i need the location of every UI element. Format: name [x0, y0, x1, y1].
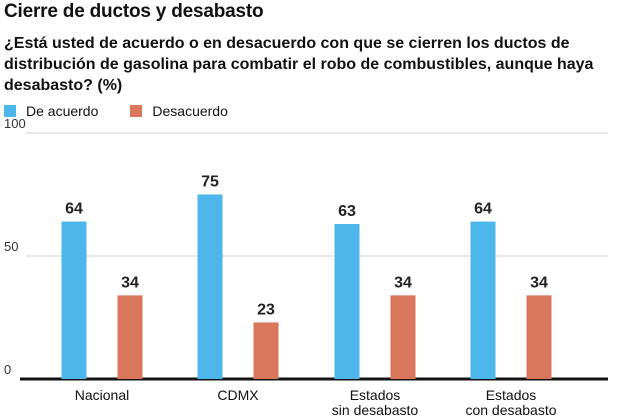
data-label-de-acuerdo-2: 63	[338, 203, 356, 220]
category-label-2-0: Estados	[350, 387, 401, 403]
data-label-de-acuerdo-1: 75	[201, 174, 219, 191]
data-label-desacuerdo-1: 23	[257, 301, 275, 318]
legend-swatch-de-acuerdo	[4, 105, 16, 117]
bar-desacuerdo-0	[117, 295, 143, 379]
legend-item-de-acuerdo: De acuerdo	[4, 103, 98, 119]
legend-label-desacuerdo: Desacuerdo	[152, 103, 228, 119]
data-label-de-acuerdo-3: 64	[474, 201, 492, 218]
bar-de-acuerdo-1	[197, 194, 223, 379]
legend: De acuerdo Desacuerdo	[4, 102, 228, 120]
data-label-de-acuerdo-0: 64	[65, 201, 83, 218]
chart-subtitle: ¿Está usted de acuerdo o en desacuerdo c…	[4, 35, 594, 94]
chart-title: Cierre de ductos y desabasto	[4, 1, 264, 22]
bar-desacuerdo-2	[390, 295, 416, 379]
bar-desacuerdo-3	[526, 295, 552, 379]
data-label-desacuerdo-3: 34	[530, 274, 548, 291]
bar-de-acuerdo-0	[61, 221, 87, 379]
y-tick-label-0: 0	[4, 362, 11, 377]
data-label-desacuerdo-2: 34	[394, 274, 412, 291]
category-label-3-0: Estados	[486, 387, 537, 403]
bar-desacuerdo-1	[253, 322, 279, 379]
legend-label-de-acuerdo: De acuerdo	[26, 103, 99, 119]
y-tick-label-50: 50	[4, 239, 18, 254]
data-label-desacuerdo-0: 34	[121, 274, 139, 291]
category-label-2-1: sin desabasto	[332, 402, 419, 418]
bar-de-acuerdo-3	[470, 221, 496, 379]
bar-de-acuerdo-2	[334, 224, 360, 379]
category-label-0-0: Nacional	[75, 387, 129, 403]
legend-item-desacuerdo: Desacuerdo	[130, 103, 228, 119]
category-label-1-0: CDMX	[217, 387, 259, 403]
y-tick-label-100: 100	[4, 116, 26, 131]
legend-swatch-desacuerdo	[130, 105, 143, 117]
category-label-3-1: con desabasto	[465, 402, 556, 418]
